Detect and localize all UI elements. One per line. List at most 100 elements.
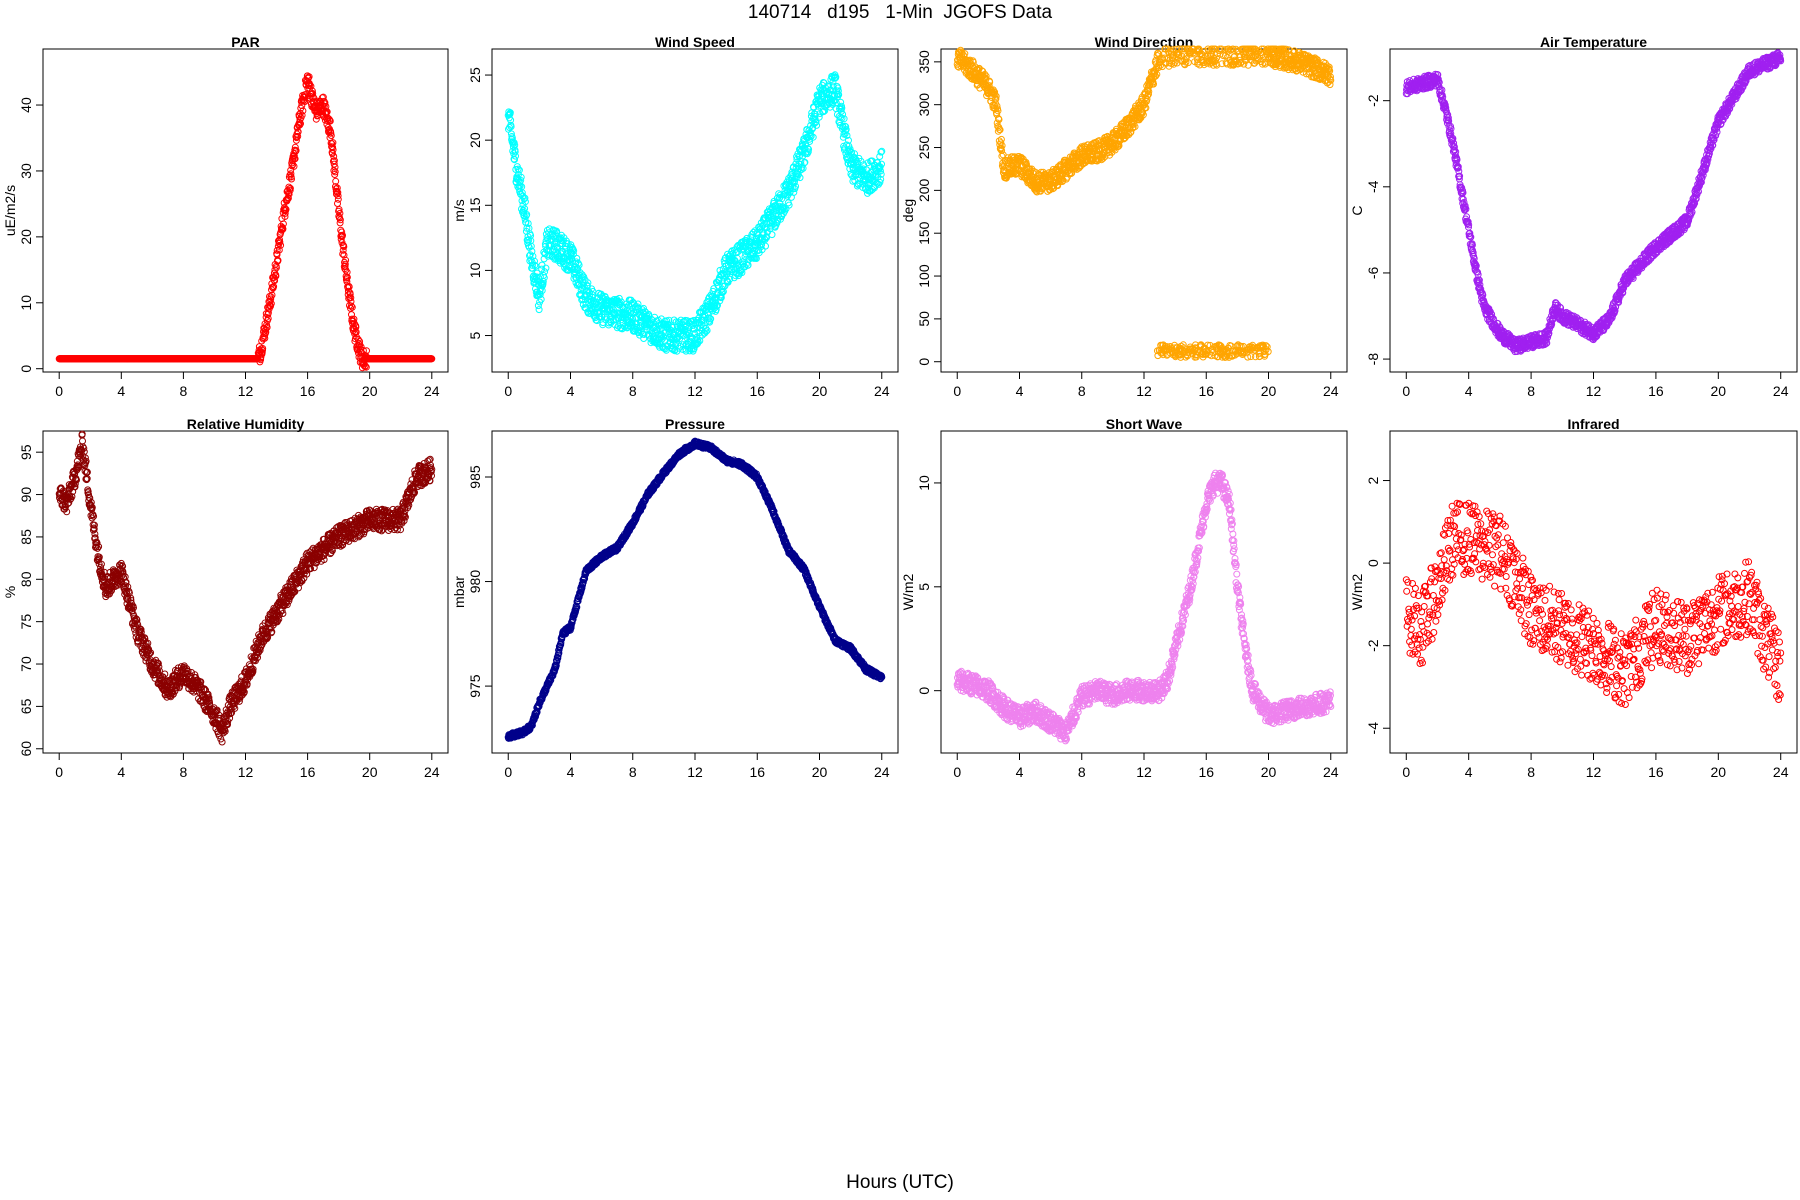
par-title: PAR <box>231 34 260 50</box>
par-point <box>275 246 283 254</box>
air-temperature-x-tick-label: 12 <box>1586 383 1602 399</box>
par-point <box>275 240 283 247</box>
par-point <box>347 302 355 310</box>
wind-speed-point <box>569 250 577 258</box>
par-point <box>330 160 338 168</box>
wind-speed-point <box>535 306 543 314</box>
par-point <box>274 256 282 264</box>
air-temperature-x-tick-label: 16 <box>1648 383 1664 399</box>
wind-speed-point <box>521 205 529 213</box>
wind-direction-x-tick-label: 12 <box>1136 383 1152 399</box>
wind-speed-point <box>507 123 515 131</box>
par-y-tick-label: 10 <box>18 295 34 311</box>
wind-speed-point <box>634 300 642 308</box>
air-temperature-y-axis-label: C <box>1349 205 1365 215</box>
par-point <box>361 362 369 370</box>
par-x-tick-label: 24 <box>424 383 440 399</box>
par-point <box>340 243 348 251</box>
par-point <box>326 117 334 125</box>
par-point <box>259 345 267 352</box>
par-y-tick-label: 40 <box>18 97 34 113</box>
wind-speed-point <box>707 315 715 323</box>
wind-speed-point <box>636 331 644 339</box>
par-point <box>291 155 299 163</box>
wind-speed-x-tick-label: 4 <box>567 383 575 399</box>
wind-speed-point <box>686 347 694 355</box>
par-point <box>258 349 266 357</box>
wind-direction-x-tick-label: 8 <box>1078 383 1086 399</box>
wind-speed-point <box>506 109 514 117</box>
wind-speed-point <box>531 257 538 265</box>
wind-speed-point <box>738 269 746 277</box>
par-point <box>334 195 342 203</box>
par-point <box>331 163 339 171</box>
wind-speed-point <box>616 299 624 307</box>
par-point <box>334 200 341 207</box>
wind-direction-y-tick-label: 350 <box>916 50 932 74</box>
wind-speed-point <box>668 323 675 331</box>
par-point <box>330 157 338 165</box>
wind-speed-point <box>573 254 581 262</box>
par-point <box>291 143 299 151</box>
wind-speed-point <box>672 318 680 326</box>
par-y-tick-label: 20 <box>18 229 34 245</box>
wind-speed-point <box>570 247 578 255</box>
par-x-tick-label: 0 <box>55 383 63 399</box>
par-point <box>301 98 309 105</box>
par-point <box>268 291 276 299</box>
wind-speed-point <box>732 272 740 280</box>
main-title: 140714 d195 1-Min JGOFS Data <box>747 2 1053 23</box>
par-point <box>276 238 284 246</box>
wind-speed-point <box>528 261 536 269</box>
par-point <box>286 184 294 192</box>
par-point <box>292 147 300 154</box>
wind-speed-point <box>523 211 531 218</box>
par-point <box>332 177 340 185</box>
par-point <box>350 315 358 323</box>
wind-speed-point <box>521 198 529 206</box>
wind-speed-point <box>515 166 523 174</box>
par-point <box>428 355 436 363</box>
wind-speed-point <box>607 316 615 324</box>
wind-speed-point <box>702 328 710 336</box>
wind-speed-x-tick-label: 8 <box>629 383 637 399</box>
par-point <box>339 250 347 258</box>
par-point <box>287 170 295 178</box>
wind-direction-y-tick-label: 150 <box>916 221 932 245</box>
wind-speed-point <box>698 331 706 339</box>
par-point <box>329 143 337 151</box>
par-point <box>296 118 303 126</box>
air-temperature-y-tick-label: -6 <box>1365 267 1381 280</box>
wind-speed-point <box>706 318 714 326</box>
par-x-tick-label: 20 <box>362 383 378 399</box>
wind-direction-y-tick-label: 100 <box>916 264 932 288</box>
par-point <box>277 241 285 249</box>
par-point <box>348 303 356 311</box>
par-point <box>309 90 317 97</box>
wind-speed-y-axis-label: m/s <box>451 199 467 222</box>
par-point <box>336 216 344 224</box>
wind-speed-point <box>635 326 643 334</box>
wind-speed-point <box>712 306 720 314</box>
par-point <box>343 268 351 276</box>
par-point <box>330 152 338 160</box>
par-point <box>363 347 370 355</box>
par-point <box>306 81 314 89</box>
par-point <box>329 139 337 147</box>
air-temperature-title: Air Temperature <box>1540 34 1647 50</box>
wind-speed-point <box>512 152 519 160</box>
air-temperature-y-tick-label: -4 <box>1365 180 1381 193</box>
wind-speed-point <box>703 327 711 334</box>
par-point <box>290 162 298 170</box>
wind-speed-point <box>511 156 518 164</box>
par-point <box>308 87 316 95</box>
par-point <box>347 294 355 302</box>
par-x-tick-label: 16 <box>300 383 316 399</box>
air-temperature-x-tick-label: 24 <box>1773 383 1789 399</box>
wind-speed-point <box>704 297 712 305</box>
air-temperature-x-tick-label: 20 <box>1711 383 1727 399</box>
air-temperature-y-tick-label: -8 <box>1365 353 1381 366</box>
